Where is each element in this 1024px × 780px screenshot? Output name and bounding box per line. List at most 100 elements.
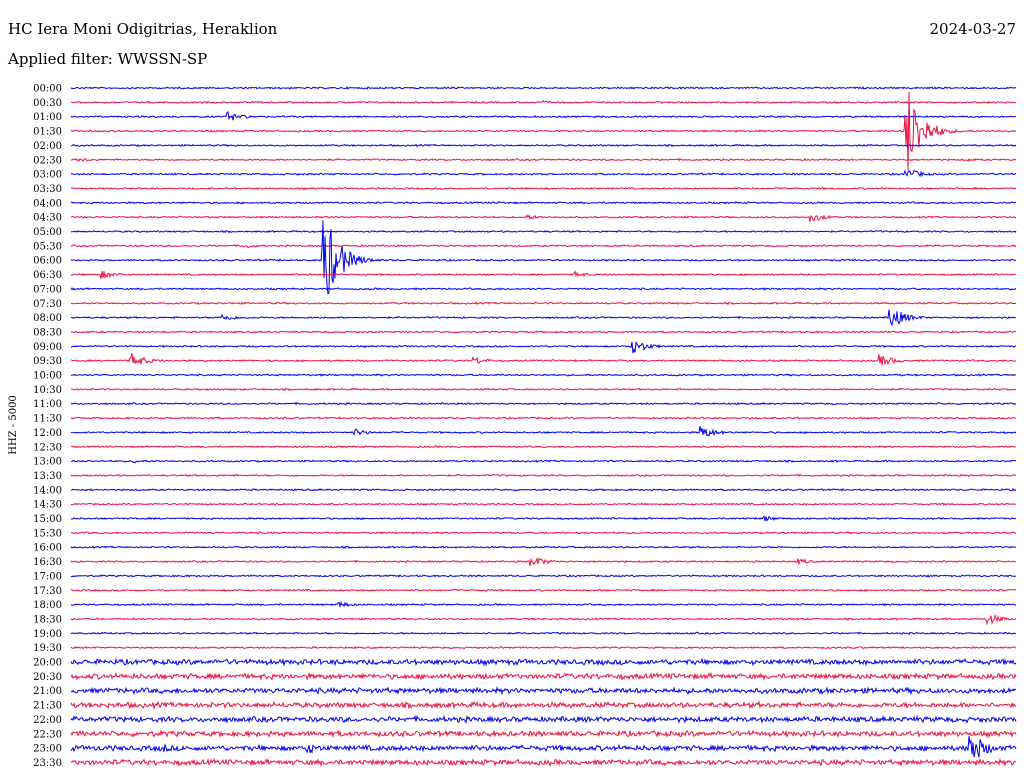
row-tick-label: 10:00 bbox=[33, 371, 62, 382]
row-tick-label: 07:00 bbox=[33, 284, 62, 295]
seismic-traces bbox=[70, 86, 1017, 768]
row-tick-label: 01:30 bbox=[33, 127, 62, 138]
trace-row-2030 bbox=[70, 671, 1017, 681]
trace-row-1800 bbox=[70, 600, 1017, 609]
row-tick-label: 15:00 bbox=[33, 514, 62, 525]
trace-row-1830 bbox=[70, 613, 1017, 626]
trace-row-0430 bbox=[71, 214, 1017, 222]
station-title: HC Iera Moni Odigitrias, Heraklion bbox=[8, 20, 278, 38]
row-tick-label: 04:30 bbox=[33, 213, 62, 224]
trace-row-2000 bbox=[70, 657, 1017, 667]
row-tick-label: 09:30 bbox=[33, 356, 62, 367]
trace-row-2330 bbox=[70, 757, 1017, 768]
row-tick-label: 08:30 bbox=[33, 327, 62, 338]
y-axis-label-group: HHZ - 5000 bbox=[8, 395, 19, 455]
row-tick-label: 14:00 bbox=[33, 485, 62, 496]
row-tick-label: 17:30 bbox=[33, 586, 62, 597]
trace-row-0800 bbox=[70, 309, 1017, 327]
trace-row-2100 bbox=[70, 686, 1017, 696]
trace-row-0830 bbox=[70, 330, 1017, 334]
trace-row-0700 bbox=[70, 287, 1017, 291]
row-tick-label: 04:00 bbox=[33, 198, 62, 209]
row-tick-label: 10:30 bbox=[33, 385, 62, 396]
row-tick-label: 05:00 bbox=[33, 227, 62, 238]
row-tick-label: 22:30 bbox=[33, 729, 62, 740]
trace-row-0100 bbox=[70, 111, 1016, 121]
row-tick-label: 17:00 bbox=[33, 571, 62, 582]
trace-row-1730 bbox=[71, 588, 1017, 592]
trace-row-1630 bbox=[70, 556, 1017, 567]
trace-row-1700 bbox=[70, 574, 1017, 578]
trace-row-1430 bbox=[70, 502, 1017, 506]
row-tick-label: 02:30 bbox=[33, 155, 62, 166]
row-tick-label: 00:00 bbox=[33, 84, 62, 95]
trace-row-1230 bbox=[70, 445, 1017, 449]
row-tick-label: 11:30 bbox=[33, 414, 62, 425]
row-tick-label: 14:30 bbox=[33, 500, 62, 511]
trace-row-1530 bbox=[70, 531, 1017, 535]
row-tick-label: 00:30 bbox=[33, 98, 62, 109]
trace-row-0000 bbox=[70, 86, 1017, 90]
row-tick-label: 03:30 bbox=[33, 184, 62, 195]
trace-row-1030 bbox=[70, 387, 1017, 392]
trace-row-0500 bbox=[70, 229, 1017, 234]
row-tick-label: 21:30 bbox=[33, 701, 62, 712]
trace-row-0030 bbox=[70, 100, 1017, 105]
row-tick-label: 22:00 bbox=[33, 715, 62, 726]
trace-row-0130 bbox=[70, 91, 1017, 171]
row-tick-label: 03:00 bbox=[33, 170, 62, 181]
row-tick-label: 23:30 bbox=[33, 758, 62, 769]
row-tick-label: 13:30 bbox=[33, 471, 62, 482]
row-tick-label: 06:00 bbox=[33, 256, 62, 267]
trace-row-0300 bbox=[70, 169, 1017, 178]
trace-row-1300 bbox=[70, 459, 1017, 464]
trace-row-0400 bbox=[70, 201, 1017, 205]
row-tick-label: 02:00 bbox=[33, 141, 62, 152]
row-tick-label: 20:00 bbox=[33, 658, 62, 669]
trace-row-1330 bbox=[70, 473, 1017, 478]
chart-header: HC Iera Moni Odigitrias, Heraklion 2024-… bbox=[0, 0, 1024, 80]
trace-row-0200 bbox=[70, 143, 1017, 148]
trace-row-2130 bbox=[70, 700, 1017, 710]
trace-row-0900 bbox=[70, 340, 1017, 354]
trace-row-1100 bbox=[70, 401, 1017, 406]
trace-row-0600 bbox=[70, 220, 1017, 295]
trace-row-0230 bbox=[71, 157, 1017, 162]
trace-row-0730 bbox=[70, 301, 1017, 306]
trace-row-2300 bbox=[70, 736, 1017, 758]
y-axis-label: HHZ - 5000 bbox=[8, 395, 19, 455]
trace-row-2230 bbox=[70, 728, 1017, 739]
row-tick-label: 12:00 bbox=[33, 428, 62, 439]
trace-row-1130 bbox=[70, 416, 1017, 420]
row-tick-label: 20:30 bbox=[33, 672, 62, 683]
trace-row-1900 bbox=[70, 631, 1017, 636]
trace-row-0930 bbox=[70, 353, 1017, 366]
row-tick-label: 05:30 bbox=[33, 241, 62, 252]
trace-row-1930 bbox=[70, 645, 1017, 650]
trace-row-0630 bbox=[70, 270, 1016, 280]
trace-row-1400 bbox=[70, 487, 1017, 492]
trace-row-0530 bbox=[70, 244, 1017, 249]
row-tick-label: 19:30 bbox=[33, 643, 62, 654]
row-tick-label: 23:00 bbox=[33, 744, 62, 755]
trace-row-2200 bbox=[70, 714, 1017, 724]
row-tick-label: 12:30 bbox=[33, 442, 62, 453]
row-tick-label: 15:30 bbox=[33, 528, 62, 539]
trace-row-1200 bbox=[70, 426, 1017, 437]
date-label: 2024-03-27 bbox=[929, 20, 1016, 38]
row-tick-label: 16:30 bbox=[33, 557, 62, 568]
trace-row-1600 bbox=[70, 545, 1017, 549]
row-tick-label: 06:30 bbox=[33, 270, 62, 281]
row-tick-label: 18:30 bbox=[33, 614, 62, 625]
row-tick-label: 19:00 bbox=[33, 629, 62, 640]
row-tick-label: 11:00 bbox=[33, 399, 62, 410]
row-tick-label: 08:00 bbox=[33, 313, 62, 324]
filter-label: Applied filter: WWSSN-SP bbox=[8, 50, 208, 68]
row-tick-label: 07:30 bbox=[33, 299, 62, 310]
row-tick-labels: 00:00 00:30 01:00 01:30 02:00 02:30 03:00 03:30… bbox=[33, 84, 62, 769]
trace-row-1000 bbox=[71, 373, 1017, 377]
trace-row-1500 bbox=[70, 515, 1017, 522]
row-tick-label: 13:00 bbox=[33, 457, 62, 468]
row-tick-label: 09:00 bbox=[33, 342, 62, 353]
